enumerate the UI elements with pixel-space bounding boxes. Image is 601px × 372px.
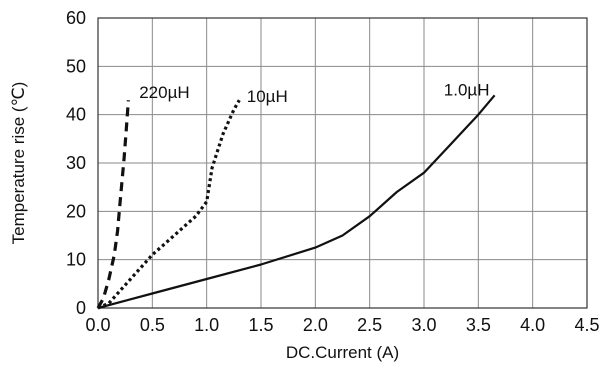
- series-line: [97, 99, 241, 310]
- y-axis-title: Temperature rise (℃): [9, 82, 28, 245]
- y-tick-label: 50: [66, 56, 86, 76]
- plot-frame: [97, 17, 588, 309]
- x-axis-title: DC.Current (A): [286, 343, 399, 362]
- series-labels: 220µH 10µH 1.0µH: [139, 80, 489, 106]
- x-tick-label: 0.5: [140, 315, 165, 335]
- x-tick-label: 4.5: [574, 315, 599, 335]
- y-tick-label: 20: [66, 201, 86, 221]
- y-tick-label: 30: [66, 153, 86, 173]
- y-tick-label: 60: [66, 8, 86, 28]
- x-tick-label: 2.5: [357, 315, 382, 335]
- x-tick-label: 1.5: [248, 315, 273, 335]
- series-label: 1.0µH: [444, 80, 490, 99]
- x-tick-label: 2.0: [303, 315, 328, 335]
- series-line: [96, 100, 130, 309]
- x-tick-label: 1.0: [194, 315, 219, 335]
- grid: [97, 17, 588, 309]
- x-tick-label: 3.5: [466, 315, 491, 335]
- y-tick-label: 40: [66, 105, 86, 125]
- series: [96, 94, 496, 310]
- series-label: 10µH: [247, 87, 288, 106]
- y-tick-label: 0: [76, 298, 86, 318]
- series-line: [97, 94, 496, 310]
- x-tick-label: 3.0: [411, 315, 436, 335]
- y-tick-label: 10: [66, 250, 86, 270]
- x-tick-label: 4.0: [520, 315, 545, 335]
- tick-labels: 0.0 0.5 1.0 1.5 2.0 2.5 3.0 3.5 4.0 4.5 0 10 20 30 40 5…: [66, 8, 600, 335]
- series-label: 220µH: [139, 83, 189, 102]
- x-tick-label: 0.0: [85, 315, 110, 335]
